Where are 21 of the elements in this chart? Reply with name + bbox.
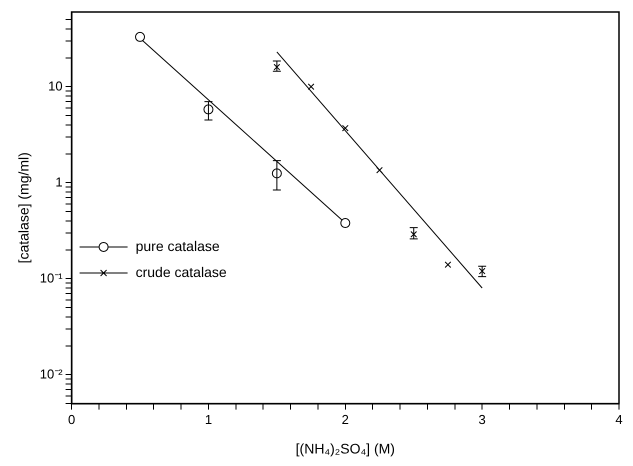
point: [308, 83, 314, 90]
point: [340, 218, 350, 228]
x-axis-title: [(NH₄)₂SO₄] (M): [296, 440, 395, 456]
point: [342, 124, 349, 132]
point: [444, 261, 452, 268]
point: [274, 64, 280, 70]
x-tick-label: 0: [68, 412, 76, 427]
y-tick-label: 10: [48, 78, 63, 94]
y-tick-label: 10⁻¹: [40, 270, 64, 286]
y-tick-label: 10⁻²: [40, 366, 64, 382]
point: [410, 230, 418, 238]
x-tick-label: 2: [342, 412, 349, 427]
x-tick-label: 4: [615, 412, 623, 427]
legend-label: crude catalase: [136, 264, 227, 280]
y-tick-label: 1: [55, 174, 63, 190]
legend-label: pure catalase: [136, 238, 220, 254]
x-tick-label: 1: [204, 412, 212, 427]
y-axis-title: [catalase] (mg/ml): [15, 152, 32, 264]
point: [376, 166, 383, 174]
point: [135, 32, 146, 42]
x-tick-label: 3: [478, 412, 486, 427]
